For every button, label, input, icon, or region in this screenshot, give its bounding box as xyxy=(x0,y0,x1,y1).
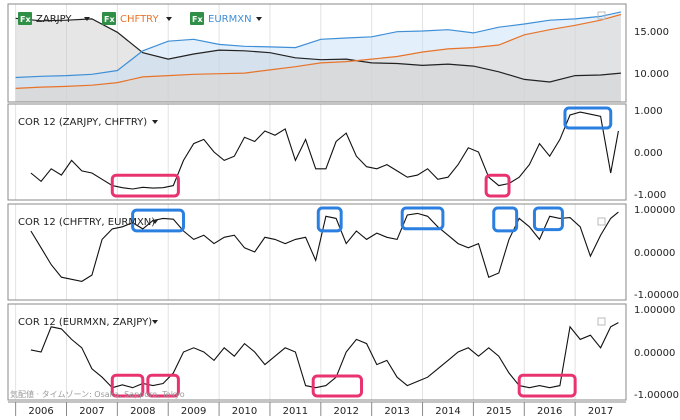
highlight-box-blue xyxy=(563,106,613,130)
pane-title-cor2: COR 12 (CHFTRY, EURMXN) xyxy=(18,217,155,228)
legend-label-zarjpy: ZARJPY xyxy=(36,14,72,25)
legend-label-chftry: CHFTRY xyxy=(120,14,159,25)
x-label-2011: 2011 xyxy=(283,406,308,417)
chevron-down-icon[interactable] xyxy=(256,17,262,21)
highlight-box-pink xyxy=(484,173,511,198)
fx-icon-label: Fx xyxy=(104,15,115,24)
fx-icon xyxy=(190,12,204,25)
y-tick-cor3-0: 1.00000 xyxy=(634,305,675,316)
y-tick-cor2-0: 1.00000 xyxy=(634,205,675,216)
x-label-2017: 2017 xyxy=(588,406,613,417)
x-label-2010: 2010 xyxy=(232,406,257,417)
correlation-line-pane-2 xyxy=(30,211,619,282)
pane-title-cor3: COR 12 (EURMXN, ZARJPY) xyxy=(18,317,152,328)
y-tick-cor3-1: 0.00000 xyxy=(634,348,675,359)
x-label-2008: 2008 xyxy=(130,406,155,417)
legend-item-eurmxn[interactable]: Fx EURMXN xyxy=(190,12,262,25)
line-eurmxn xyxy=(15,11,622,79)
highlight-box-blue xyxy=(316,206,343,233)
legend: Fx ZARJPY Fx CHFTRY Fx EURMXN xyxy=(18,12,262,25)
highlight-box-pink xyxy=(517,373,577,398)
line-zarjpy xyxy=(15,17,621,83)
data-layer xyxy=(15,11,622,389)
y-tick-price-1: 10.000 xyxy=(634,69,669,80)
pane-controls xyxy=(597,11,606,326)
chevron-down-icon[interactable] xyxy=(152,220,158,224)
legend-label-eurmxn: EURMXN xyxy=(208,14,252,25)
y-tick-cor1-1: 0.000 xyxy=(634,148,663,159)
x-label-2013: 2013 xyxy=(384,406,409,417)
grid-layer xyxy=(15,4,576,400)
correlation-line-pane-3 xyxy=(30,322,619,389)
highlight-box-blue xyxy=(131,208,185,233)
x-label-2009: 2009 xyxy=(181,406,206,417)
pane-cor3-border xyxy=(7,303,627,401)
x-label-2015: 2015 xyxy=(486,406,511,417)
chevron-down-icon[interactable] xyxy=(166,17,172,21)
highlight-box-pink xyxy=(146,373,180,398)
chevron-down-icon[interactable] xyxy=(84,17,90,21)
pane-cor1-border xyxy=(7,103,627,201)
y-tick-cor2-2: -1.00000 xyxy=(634,290,679,301)
highlight-box-pink xyxy=(110,173,180,198)
restore-icon[interactable] xyxy=(597,317,606,326)
highlight-box-pink xyxy=(311,374,364,398)
pane-cor2-border xyxy=(7,203,627,301)
highlight-box-blue xyxy=(400,206,445,231)
x-label-2006: 2006 xyxy=(28,406,53,417)
x-label-2016: 2016 xyxy=(537,406,562,417)
timezone-watermark: 気配値 · タイムゾーン: Osaka, Sapporo, Tokyo xyxy=(10,389,185,399)
y-axis-cor2: 1.00000 0.00000 -1.00000 xyxy=(634,205,679,301)
area-eurmxn xyxy=(15,11,621,102)
fx-icon xyxy=(102,12,116,25)
x-label-2012: 2012 xyxy=(334,406,359,417)
y-tick-cor1-2: -1.000 xyxy=(634,190,666,201)
highlight-box-pink xyxy=(110,373,145,398)
correlation-line-pane-1 xyxy=(30,111,619,190)
line-chftry xyxy=(15,13,622,89)
area-zarjpy xyxy=(15,18,621,102)
pane-title-cor1: COR 12 (ZARJPY, CHFTRY) xyxy=(18,117,147,128)
y-axis-cor1: 1.000 0.000 -1.000 xyxy=(634,106,666,201)
y-tick-cor3-2: -1.00000 xyxy=(634,390,679,401)
fx-icon-label: Fx xyxy=(20,15,31,24)
fx-icon xyxy=(18,12,32,25)
restore-icon[interactable] xyxy=(597,11,606,20)
highlight-box-blue xyxy=(492,206,519,233)
fx-icon-label: Fx xyxy=(192,15,203,24)
highlight-box-blue xyxy=(532,206,564,232)
highlight-layer xyxy=(110,106,613,398)
y-tick-cor1-0: 1.000 xyxy=(634,106,663,117)
y-axis-cor3: 1.00000 0.00000 -1.00000 xyxy=(634,305,679,401)
pane-price-border xyxy=(7,3,627,103)
restore-icon[interactable] xyxy=(597,217,606,226)
x-label-2014: 2014 xyxy=(435,406,460,417)
x-label-2007: 2007 xyxy=(79,406,104,417)
y-tick-cor2-1: 0.00000 xyxy=(634,248,675,259)
legend-item-chftry[interactable]: Fx CHFTRY xyxy=(102,12,172,25)
x-axis: 2006 2007 2008 2009 2010 2011 2012 2013 2014 2015… xyxy=(15,402,613,417)
area-chftry xyxy=(15,14,621,102)
chevron-down-icon[interactable] xyxy=(152,320,158,324)
legend-item-zarjpy[interactable]: Fx ZARJPY xyxy=(18,12,90,25)
y-tick-price-0: 15.000 xyxy=(634,27,669,38)
chevron-down-icon[interactable] xyxy=(152,120,158,124)
y-axis-price: 15.000 10.000 xyxy=(634,27,669,80)
